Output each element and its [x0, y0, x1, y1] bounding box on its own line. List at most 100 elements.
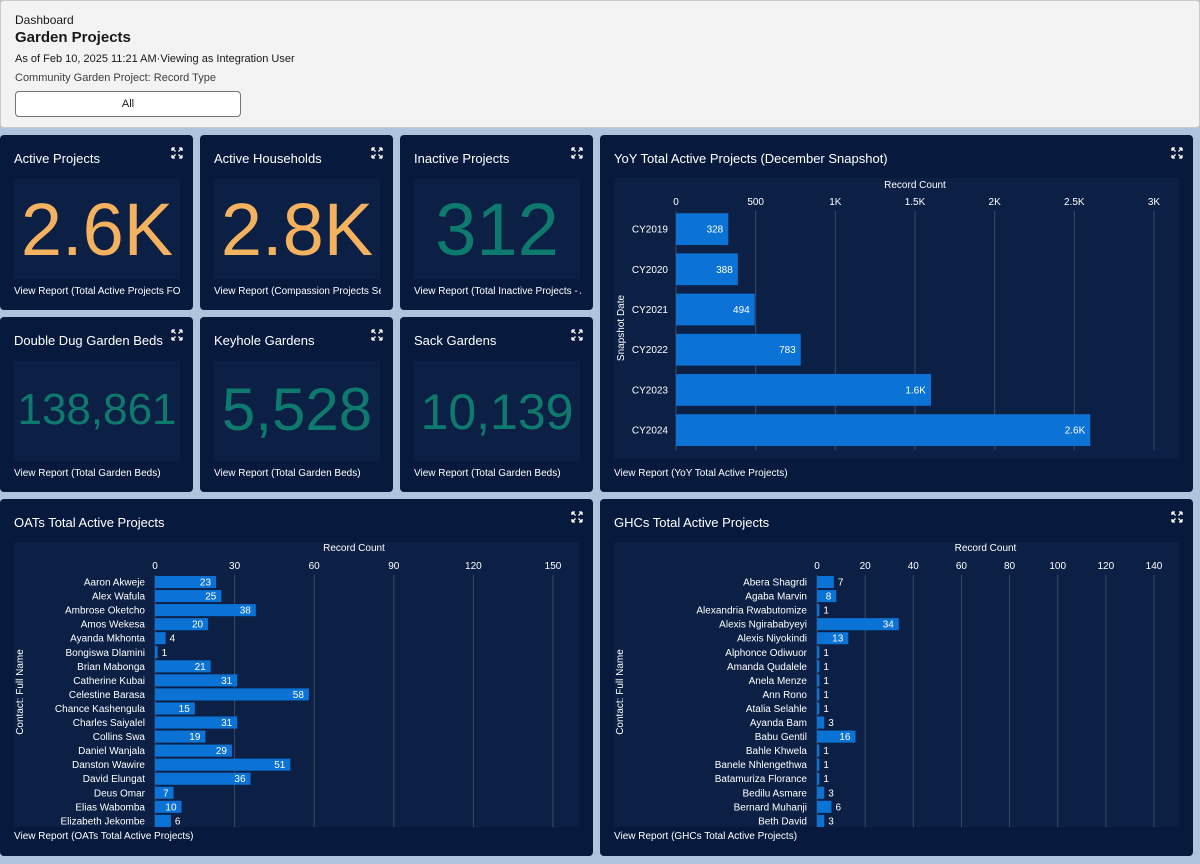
category-label: Beth David [758, 816, 807, 827]
x-tick-label: 90 [388, 561, 400, 572]
category-label: Alexandria Rwabutomize [696, 606, 807, 617]
category-label: Collins Swa [93, 732, 146, 743]
as-of-meta: As of Feb 10, 2025 11:21 AM·Viewing as I… [15, 53, 295, 65]
yoy-bar-chart: Record Count 0 500 1K 1.5K 2K 2.5K 3K Snapshot D… [614, 178, 1179, 459]
category-label: Brian Mabonga [77, 662, 145, 673]
bar-value-label: 2.6K [1065, 426, 1086, 437]
bar [155, 618, 209, 631]
bar-value-label: 6 [175, 816, 181, 827]
metric-value: 5,528 [221, 376, 373, 443]
category-label: Bedilu Asmare [743, 788, 808, 799]
card-title: Active Households [214, 151, 322, 166]
category-label: Amos Wekesa [81, 620, 146, 631]
bar-value-label: 10 [165, 802, 177, 813]
expand-icon[interactable] [571, 329, 583, 341]
bar-value-label: 23 [200, 578, 212, 589]
filter-label: Community Garden Project: Record Type [15, 72, 216, 84]
bar-value-label: 21 [195, 662, 207, 673]
bar [155, 744, 232, 757]
bar [155, 604, 256, 617]
expand-icon[interactable] [1171, 511, 1183, 523]
category-label: Daniel Wanjala [78, 746, 145, 757]
bar-value-label: 1.6K [905, 385, 926, 396]
metric-display: 312 [414, 179, 580, 279]
bar-value-label: 20 [192, 620, 204, 631]
bar-value-label: 388 [716, 265, 733, 276]
metric-display: 10,139 [414, 361, 580, 461]
category-label: Batamuriza Florance [715, 774, 808, 785]
bar-value-label: 3 [828, 718, 834, 729]
x-tick-label: 60 [956, 561, 968, 572]
metric-display: 2.6K [14, 179, 180, 279]
expand-icon[interactable] [371, 147, 383, 159]
bar-value-label: 25 [205, 592, 217, 603]
x-tick-label: 500 [747, 197, 764, 208]
metric-display: 2.8K [214, 179, 380, 279]
bar [817, 688, 820, 701]
category-label: Alphonce Odiwuor [725, 648, 807, 659]
bar [155, 800, 182, 813]
view-report-link[interactable]: View Report (YoY Total Active Projects) [614, 468, 788, 479]
view-report-link[interactable]: View Report (OATs Total Active Projects) [14, 831, 194, 842]
x-tick-label: 0 [152, 561, 158, 572]
record-type-filter[interactable]: All [15, 91, 241, 117]
category-label: Ayanda Bam [750, 718, 807, 729]
category-label: Elias Wabomba [75, 802, 145, 813]
bar-value-label: 8 [826, 592, 832, 603]
view-report-link[interactable]: View Report (Compassion Projects Set) [214, 286, 381, 297]
bar-value-label: 19 [189, 732, 201, 743]
category-label: Charles Saiyalel [73, 718, 145, 729]
bar [817, 814, 825, 827]
view-report-link[interactable]: View Report (GHCs Total Active Projects) [614, 831, 798, 842]
bar [676, 253, 738, 286]
x-tick-label: 0 [673, 197, 679, 208]
x-tick-label: 140 [1146, 561, 1163, 572]
expand-icon[interactable] [571, 511, 583, 523]
x-tick-label: 1K [829, 197, 842, 208]
bar-value-label: 31 [221, 676, 233, 687]
category-label: Ayanda Mkhonta [70, 634, 145, 645]
bar-value-label: 783 [779, 345, 796, 356]
bar [817, 632, 849, 645]
metric-value: 312 [435, 188, 559, 271]
metric-value: 2.8K [220, 188, 374, 271]
y-axis-title: Snapshot Date [616, 294, 627, 361]
view-report-link[interactable]: View Report (Total Garden Beds) [14, 468, 161, 479]
x-tick-label: 1.5K [905, 197, 926, 208]
bar-value-label: 36 [234, 774, 246, 785]
category-label: Banele Nhlengethwa [715, 760, 808, 771]
x-tick-label: 80 [1004, 561, 1016, 572]
bar [676, 414, 1091, 446]
metric-display: 5,528 [214, 361, 380, 461]
page-type-label: Dashboard [15, 13, 74, 27]
x-tick-label: 120 [1098, 561, 1115, 572]
view-report-link[interactable]: View Report (Total Inactive Projects - A… [414, 286, 581, 297]
bar-value-label: 1 [823, 648, 829, 659]
bar [817, 744, 820, 757]
metric-value: 10,139 [420, 384, 574, 440]
card-title: Active Projects [14, 151, 100, 166]
expand-icon[interactable] [1171, 147, 1183, 159]
category-label: Bahle Khwela [746, 746, 808, 757]
category-label: Amanda Qudalele [727, 662, 807, 673]
bar [817, 660, 820, 673]
metric-card-double-dug-beds: Double Dug Garden Beds 138,861 View Repo… [0, 317, 193, 492]
bar-value-label: 6 [835, 802, 841, 813]
view-report-link[interactable]: View Report (Total Garden Beds) [214, 468, 361, 479]
bar [817, 674, 820, 687]
category-label: Celestine Barasa [69, 690, 146, 701]
bar-value-label: 4 [170, 634, 176, 645]
expand-icon[interactable] [171, 329, 183, 341]
expand-icon[interactable] [571, 147, 583, 159]
x-tick-label: 100 [1049, 561, 1066, 572]
bar [155, 730, 206, 743]
bar-value-label: 38 [240, 606, 252, 617]
bar [676, 293, 755, 326]
bar [817, 716, 825, 729]
view-report-link[interactable]: View Report (Total Active Projects FOR) [14, 286, 181, 297]
category-label: Atalia Selahle [746, 704, 808, 715]
expand-icon[interactable] [371, 329, 383, 341]
expand-icon[interactable] [171, 147, 183, 159]
view-report-link[interactable]: View Report (Total Garden Beds) [414, 468, 561, 479]
bar [155, 632, 166, 645]
